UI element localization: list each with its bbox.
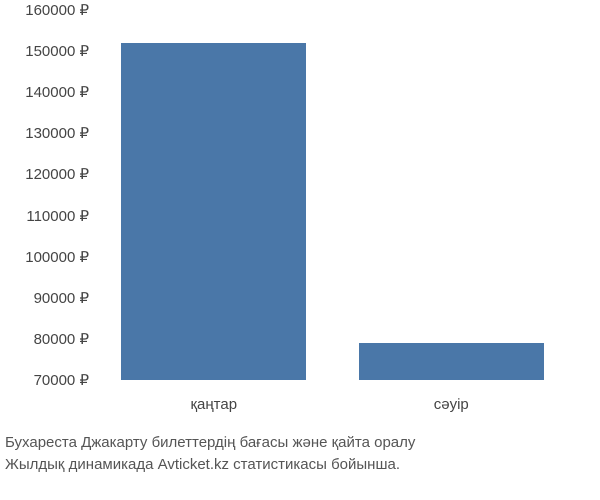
plot-area	[95, 10, 570, 380]
y-axis: 70000 ₽ 80000 ₽ 90000 ₽ 100000 ₽ 110000 ₽ 120…	[0, 0, 95, 390]
y-tick-label: 140000 ₽	[25, 83, 89, 101]
x-axis: қаңтар сәуір	[95, 390, 570, 420]
x-tick-label: сәуір	[434, 396, 469, 413]
bar	[359, 343, 544, 380]
y-tick-label: 110000 ₽	[26, 207, 89, 225]
caption-line-1: Бухареста Джакарту билеттердің бағасы жә…	[5, 432, 595, 454]
y-tick-label: 100000 ₽	[25, 248, 89, 266]
y-tick-label: 160000 ₽	[25, 1, 89, 19]
chart-caption: Бухареста Джакарту билеттердің бағасы жә…	[5, 432, 595, 476]
y-tick-label: 70000 ₽	[34, 371, 89, 389]
y-tick-label: 130000 ₽	[25, 124, 89, 142]
bar	[121, 43, 306, 380]
y-tick-label: 90000 ₽	[34, 289, 89, 307]
y-tick-label: 80000 ₽	[34, 330, 89, 348]
caption-line-2: Жылдық динамикада Avticket.kz статистика…	[5, 454, 595, 476]
y-tick-label: 150000 ₽	[25, 42, 89, 60]
x-tick-label: қаңтар	[190, 396, 237, 413]
price-bar-chart: 70000 ₽ 80000 ₽ 90000 ₽ 100000 ₽ 110000 ₽ 120…	[0, 0, 600, 500]
y-tick-label: 120000 ₽	[25, 165, 89, 183]
